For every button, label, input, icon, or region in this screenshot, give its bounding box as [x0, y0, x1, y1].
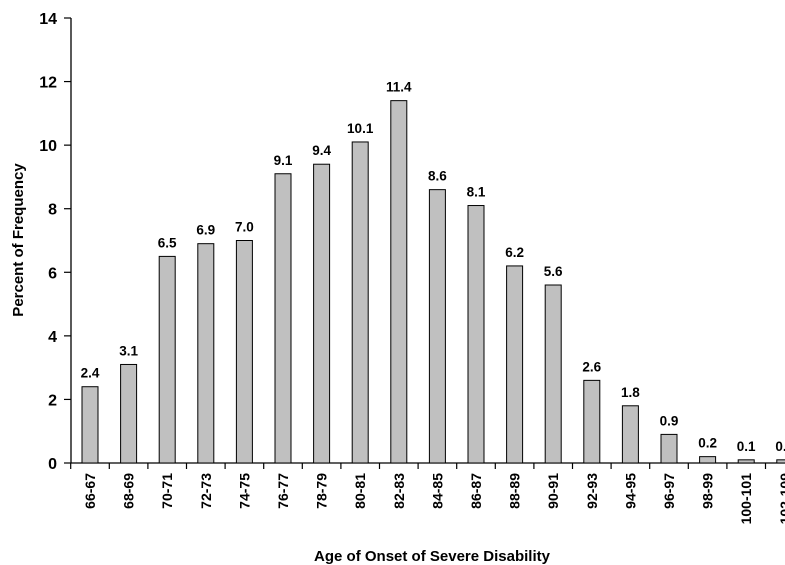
x-tick-label: 102-109	[777, 473, 785, 525]
bar	[621, 405, 639, 464]
y-tick-label: 6	[48, 265, 57, 282]
data-label: 6.5	[158, 235, 177, 250]
y-tick-label: 12	[39, 75, 57, 92]
y-tick-label: 4	[48, 329, 57, 346]
bar	[776, 459, 785, 464]
x-tick-label: 98-99	[700, 473, 716, 509]
bar	[467, 205, 485, 464]
data-label: 8.6	[428, 169, 447, 184]
x-tick-label: 68-69	[121, 473, 137, 509]
bars	[81, 100, 785, 464]
x-tick-label: 76-77	[275, 473, 291, 509]
x-tick-label: 90-91	[545, 473, 561, 509]
y-tick-label: 2	[48, 392, 57, 409]
data-label: 9.4	[312, 143, 331, 158]
y-axis: 0 2 4 6 8 10 12 14	[39, 11, 72, 473]
x-tick-label: 100-101	[738, 473, 754, 525]
data-label: 0.2	[698, 436, 717, 451]
bar	[197, 243, 215, 464]
bar	[313, 163, 331, 464]
y-tick-label: 14	[39, 11, 57, 28]
x-tick-label: 78-79	[314, 473, 330, 509]
y-tick-label: 8	[48, 202, 57, 219]
bar	[428, 189, 446, 464]
data-label: 7.0	[235, 220, 254, 235]
bar	[583, 379, 601, 464]
bar	[274, 173, 292, 464]
data-label: 2.4	[81, 366, 100, 381]
x-tick-label: 66-67	[82, 473, 98, 509]
x-tick-label: 72-73	[198, 473, 214, 509]
bar	[660, 433, 678, 464]
x-tick-label: 96-97	[661, 473, 677, 509]
data-label: 0.1	[775, 439, 785, 454]
x-tick-label: 88-89	[507, 473, 523, 509]
data-label: 11.4	[386, 80, 412, 95]
bar	[81, 386, 99, 464]
x-tick-label: 70-71	[159, 473, 175, 509]
bar	[390, 100, 408, 464]
bar	[235, 240, 253, 464]
data-label: 3.1	[119, 343, 138, 358]
x-tick-label: 94-95	[622, 473, 638, 509]
data-labels: 2.4 3.1 6.5 6.9 7.0 9.1 9.4 10.1 11.4 8.6 8.1 6.2 5.…	[81, 80, 785, 454]
data-label: 10.1	[347, 121, 374, 136]
data-label: 5.6	[544, 264, 563, 279]
data-label: 1.8	[621, 385, 640, 400]
x-axis: 66-67 68-69 70-71 72-73 74-75 76-77 78-79 80-81…	[70, 462, 785, 525]
x-tick-label: 82-83	[391, 473, 407, 509]
bar	[737, 459, 755, 464]
x-axis-title: Age of Onset of Severe Disability	[314, 548, 551, 565]
data-label: 0.9	[660, 413, 679, 428]
bar	[506, 265, 524, 464]
x-tick-label: 86-87	[468, 473, 484, 509]
y-tick-label: 0	[48, 456, 57, 473]
bar	[120, 363, 138, 464]
x-tick-label: 84-85	[429, 473, 445, 509]
data-label: 9.1	[274, 153, 293, 168]
data-label: 2.6	[582, 359, 601, 374]
bar	[699, 456, 717, 464]
data-label: 0.1	[737, 439, 756, 454]
y-axis-title: Percent of Frequency	[10, 163, 27, 317]
data-label: 6.2	[505, 245, 524, 260]
bar	[544, 284, 562, 464]
x-tick-label: 92-93	[584, 473, 600, 509]
x-tick-label: 80-81	[352, 473, 368, 509]
x-tick-label: 74-75	[236, 473, 252, 509]
bar	[351, 141, 369, 464]
data-label: 6.9	[196, 223, 215, 238]
bar	[158, 255, 176, 464]
data-label: 8.1	[467, 185, 486, 200]
y-tick-label: 10	[39, 138, 57, 155]
